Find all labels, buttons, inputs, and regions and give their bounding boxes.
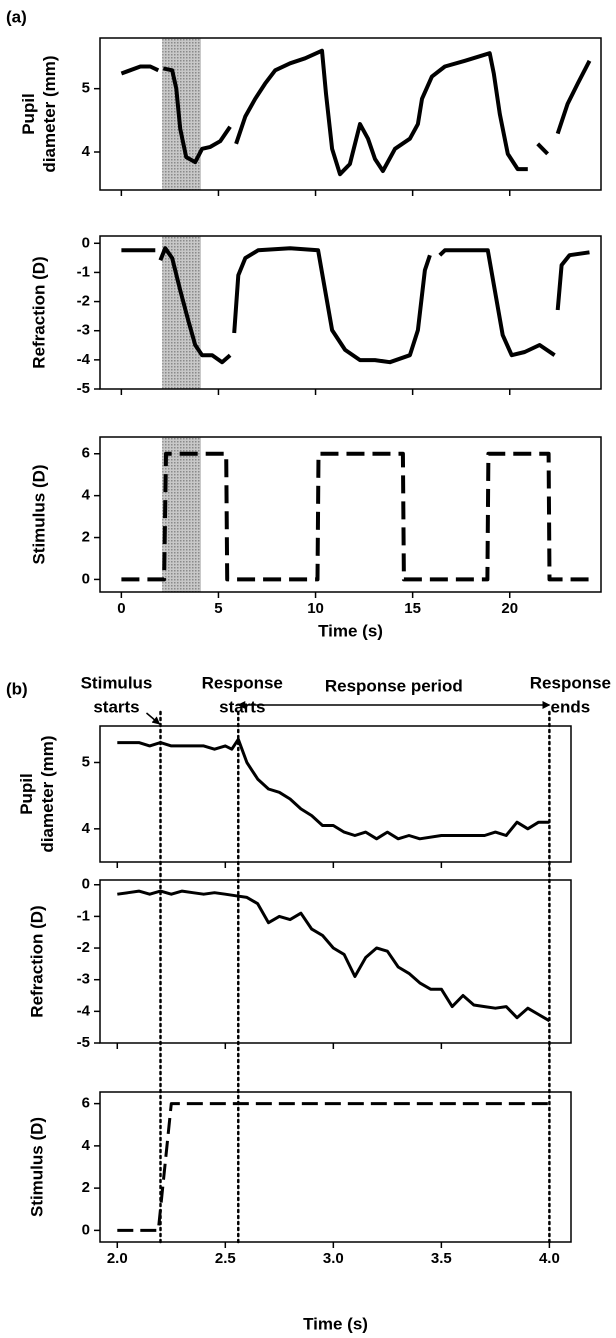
- y-tick-label: 6: [82, 445, 90, 462]
- data-line: [117, 1102, 550, 1232]
- y-tick-label: 0: [82, 1221, 90, 1238]
- y-tick-label: -5: [77, 1034, 90, 1051]
- event-label: starts: [93, 697, 139, 716]
- y-tick-label: -1: [77, 907, 90, 924]
- x-tick-label: 20: [501, 600, 518, 617]
- event-label: starts: [219, 697, 265, 716]
- x-tick-label: 15: [404, 600, 421, 617]
- y-tick-label: 0: [82, 876, 90, 893]
- plot-frame: [99, 879, 572, 1044]
- x-axis-label: Time (s): [318, 621, 383, 640]
- y-tick-label: -3: [77, 971, 90, 988]
- y-axis-label: Refraction (D): [29, 256, 48, 368]
- plot-frame: [99, 37, 602, 191]
- y-tick-label: 4: [82, 1137, 91, 1154]
- x-axis-label: Time (s): [303, 1314, 368, 1333]
- panel-label: (a): [6, 7, 27, 26]
- x-tick-label: 0: [117, 600, 125, 617]
- y-axis-label: Refraction (D): [27, 905, 46, 1017]
- x-tick-label: 3.5: [431, 1250, 452, 1267]
- data-line: [117, 737, 550, 841]
- y-tick-label: 0: [82, 570, 90, 587]
- shaded-region: [162, 38, 201, 190]
- panel-label: (b): [6, 679, 28, 698]
- x-tick-label: 10: [307, 600, 324, 617]
- plot-frame: [99, 1091, 572, 1243]
- data-line: [121, 451, 597, 582]
- event-label: ends: [551, 697, 591, 716]
- event-label: Stimulus: [81, 673, 153, 692]
- x-tick-label: 2.5: [215, 1250, 236, 1267]
- y-tick-label: 4: [82, 820, 91, 837]
- y-tick-label: 4: [82, 487, 91, 504]
- y-tick-label: 5: [82, 80, 90, 97]
- y-tick-label: 0: [82, 234, 90, 251]
- plot-frame: [99, 436, 602, 593]
- y-axis-label: Pupil: [19, 93, 38, 135]
- y-tick-label: -1: [77, 263, 90, 280]
- shaded-region: [162, 437, 201, 592]
- period-label: Response period: [325, 676, 463, 695]
- x-tick-label: 2.0: [107, 1250, 128, 1267]
- y-tick-label: -3: [77, 322, 90, 339]
- event-arrow: [146, 712, 161, 725]
- data-line: [121, 246, 590, 365]
- y-axis-label: diameter (mm): [38, 735, 57, 852]
- event-label: Response: [530, 673, 611, 692]
- y-tick-label: -4: [77, 1002, 91, 1019]
- x-tick-label: 5: [214, 600, 222, 617]
- y-tick-label: -2: [77, 939, 90, 956]
- y-tick-label: -4: [77, 351, 91, 368]
- x-tick-label: 3.0: [323, 1250, 344, 1267]
- data-line: [120, 48, 592, 177]
- y-tick-label: 6: [82, 1095, 90, 1112]
- shaded-region: [162, 236, 201, 389]
- y-axis-label: Stimulus (D): [27, 1117, 46, 1217]
- event-label: Response: [202, 673, 283, 692]
- plot-frame: [99, 235, 602, 390]
- plot-frame: [99, 725, 572, 863]
- y-tick-label: 4: [82, 143, 91, 160]
- y-axis-label: Stimulus (D): [29, 464, 48, 564]
- y-axis-label: diameter (mm): [40, 55, 59, 172]
- y-tick-label: 5: [82, 753, 90, 770]
- x-tick-label: 4.0: [539, 1250, 560, 1267]
- y-tick-label: -2: [77, 293, 90, 310]
- y-tick-label: -5: [77, 380, 90, 397]
- y-tick-label: 2: [82, 1179, 90, 1196]
- y-axis-label: Pupil: [17, 773, 36, 815]
- data-line: [117, 889, 551, 1023]
- y-tick-label: 2: [82, 529, 90, 546]
